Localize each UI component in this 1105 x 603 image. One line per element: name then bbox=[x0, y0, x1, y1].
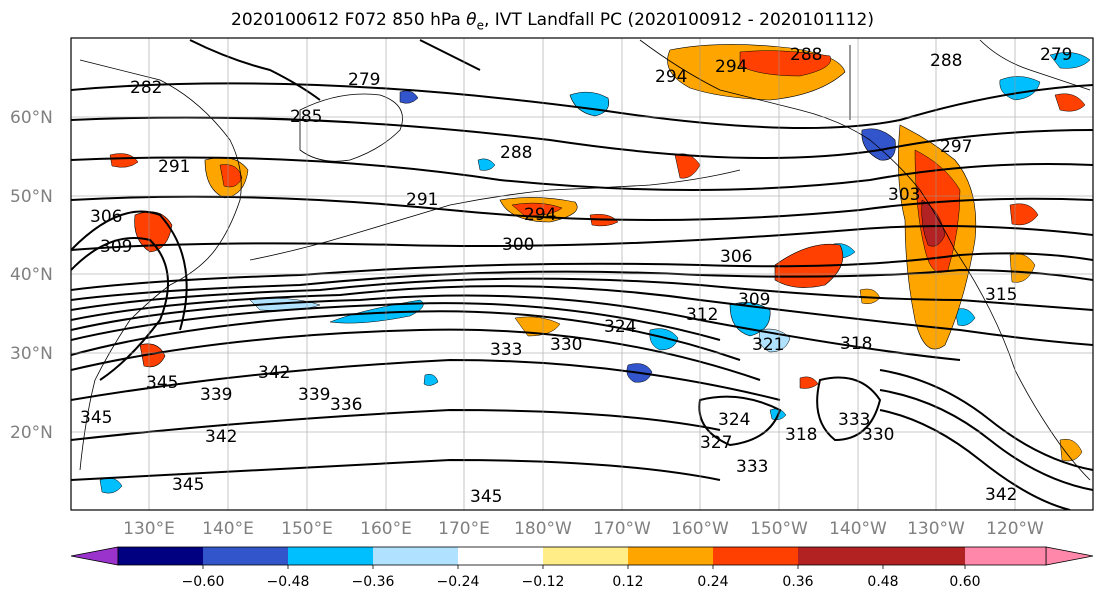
colorbar-segment bbox=[118, 547, 203, 565]
colorbar-segment bbox=[458, 547, 543, 565]
colorbar-segment bbox=[203, 547, 288, 565]
colorbar-outline bbox=[117, 546, 1047, 566]
lat-label-30n: 30°N bbox=[10, 344, 53, 364]
contour-label: 300 bbox=[502, 235, 534, 255]
contour-label: 345 bbox=[470, 487, 502, 507]
colorbar-segment bbox=[288, 547, 373, 565]
lon-label-170e: 170°E bbox=[438, 519, 490, 539]
contour-label: 318 bbox=[785, 425, 817, 445]
colorbar-tick-label: −0.36 bbox=[352, 574, 395, 590]
contour-label: 288 bbox=[790, 45, 822, 65]
colorbar-tick-label: 0.24 bbox=[697, 574, 728, 590]
theta-e-contours bbox=[71, 39, 1093, 510]
contour-label: 330 bbox=[550, 335, 582, 355]
longitude-axis: 130°E 140°E 150°E 160°E 170°E 180°W 170°… bbox=[123, 519, 1044, 539]
lon-label-140e: 140°E bbox=[202, 519, 254, 539]
colorbar-segment bbox=[373, 547, 458, 565]
lat-label-60n: 60°N bbox=[10, 108, 53, 128]
contour-label: 309 bbox=[738, 290, 770, 310]
contour-label: 282 bbox=[130, 78, 162, 98]
contour-label: 294 bbox=[524, 205, 556, 225]
lon-label-170w: 170°W bbox=[593, 519, 651, 539]
contour-label: 327 bbox=[700, 433, 732, 453]
contour-label: 291 bbox=[158, 157, 190, 177]
contour-label: 333 bbox=[490, 340, 522, 360]
lon-label-130e: 130°E bbox=[123, 519, 175, 539]
colorbar-tick-label: 0.36 bbox=[782, 574, 813, 590]
colorbar-segment bbox=[965, 547, 1046, 565]
contour-label: 294 bbox=[655, 67, 687, 87]
anomaly-negative-shading bbox=[99, 52, 1091, 494]
lat-label-20n: 20°N bbox=[10, 423, 53, 443]
coastlines bbox=[79, 39, 1091, 481]
lon-label-160w: 160°W bbox=[671, 519, 729, 539]
lon-label-180w: 180°W bbox=[514, 519, 572, 539]
colorbar-tick-label: 0.60 bbox=[949, 574, 980, 590]
contour-label: 291 bbox=[406, 190, 438, 210]
map-title: 2020100612 F072 850 hPa θe, IVT Landfall… bbox=[231, 10, 874, 33]
contour-label: 306 bbox=[720, 247, 752, 267]
lat-label-40n: 40°N bbox=[10, 265, 53, 285]
contour-label: 345 bbox=[146, 373, 178, 393]
latitude-axis: 60°N 50°N 40°N 30°N 20°N bbox=[10, 108, 53, 443]
contour-label: 342 bbox=[258, 363, 290, 383]
contour-label: 321 bbox=[752, 335, 784, 355]
contour-label: 342 bbox=[205, 427, 237, 447]
contour-label: 339 bbox=[298, 385, 330, 405]
lat-label-50n: 50°N bbox=[10, 187, 53, 207]
contour-label: 285 bbox=[290, 107, 322, 127]
contour-label: 318 bbox=[840, 334, 872, 354]
contour-labels: 282 279 285 288 294 291 291 294 300 306 … bbox=[80, 45, 1072, 507]
contour-label: 288 bbox=[500, 143, 532, 163]
colorbar-segment bbox=[798, 547, 883, 565]
colorbar-extend-high bbox=[1045, 546, 1094, 566]
lon-label-130w: 130°W bbox=[907, 519, 965, 539]
contour-label: 342 bbox=[985, 485, 1017, 505]
contour-label: 333 bbox=[736, 457, 768, 477]
contour-label: 294 bbox=[715, 57, 747, 77]
colorbar-tick-label: −0.24 bbox=[437, 574, 480, 590]
contour-label: 345 bbox=[80, 408, 112, 428]
colorbar-ticks bbox=[202, 565, 966, 569]
contour-label: 333 bbox=[838, 410, 870, 430]
colorbar-tick-label: −0.48 bbox=[267, 574, 310, 590]
colorbar-tick-label: −0.60 bbox=[182, 574, 225, 590]
contour-label: 336 bbox=[330, 395, 362, 415]
contour-label: 330 bbox=[862, 425, 894, 445]
colorbar-tick-label: 0.12 bbox=[612, 574, 643, 590]
colorbar-tick-label: 0.48 bbox=[867, 574, 898, 590]
colorbar-segment bbox=[883, 547, 965, 565]
contour-label: 312 bbox=[686, 305, 718, 325]
contour-label: 279 bbox=[348, 70, 380, 90]
lon-label-150e: 150°E bbox=[281, 519, 333, 539]
lon-label-140w: 140°W bbox=[829, 519, 887, 539]
contour-label: 288 bbox=[930, 51, 962, 71]
colorbar: −0.60 −0.48 −0.36 −0.24 −0.12 0.12 0.24 … bbox=[70, 546, 1094, 590]
contour-label: 306 bbox=[90, 207, 122, 227]
contour-label: 315 bbox=[985, 285, 1017, 305]
anomaly-positive-shading bbox=[109, 44, 1086, 462]
map-border bbox=[70, 37, 1094, 511]
contour-label: 279 bbox=[1040, 45, 1072, 65]
contour-label: 324 bbox=[718, 410, 750, 430]
lon-label-150w: 150°W bbox=[750, 519, 808, 539]
colorbar-segment bbox=[713, 547, 798, 565]
colorbar-tick-label: −0.12 bbox=[522, 574, 565, 590]
contour-label: 324 bbox=[604, 317, 636, 337]
colorbar-tick-labels: −0.60 −0.48 −0.36 −0.24 −0.12 0.12 0.24 … bbox=[182, 574, 981, 590]
colorbar-extend-low bbox=[70, 546, 119, 566]
contour-label: 339 bbox=[200, 385, 232, 405]
contour-label: 345 bbox=[172, 475, 204, 495]
contour-label: 309 bbox=[100, 237, 132, 257]
contour-label: 303 bbox=[888, 185, 920, 205]
graticule bbox=[71, 38, 1093, 510]
colorbar-segment bbox=[628, 547, 713, 565]
contour-label: 297 bbox=[940, 137, 972, 157]
lon-label-120w: 120°W bbox=[986, 519, 1044, 539]
lon-label-160e: 160°E bbox=[360, 519, 412, 539]
colorbar-segment bbox=[543, 547, 628, 565]
